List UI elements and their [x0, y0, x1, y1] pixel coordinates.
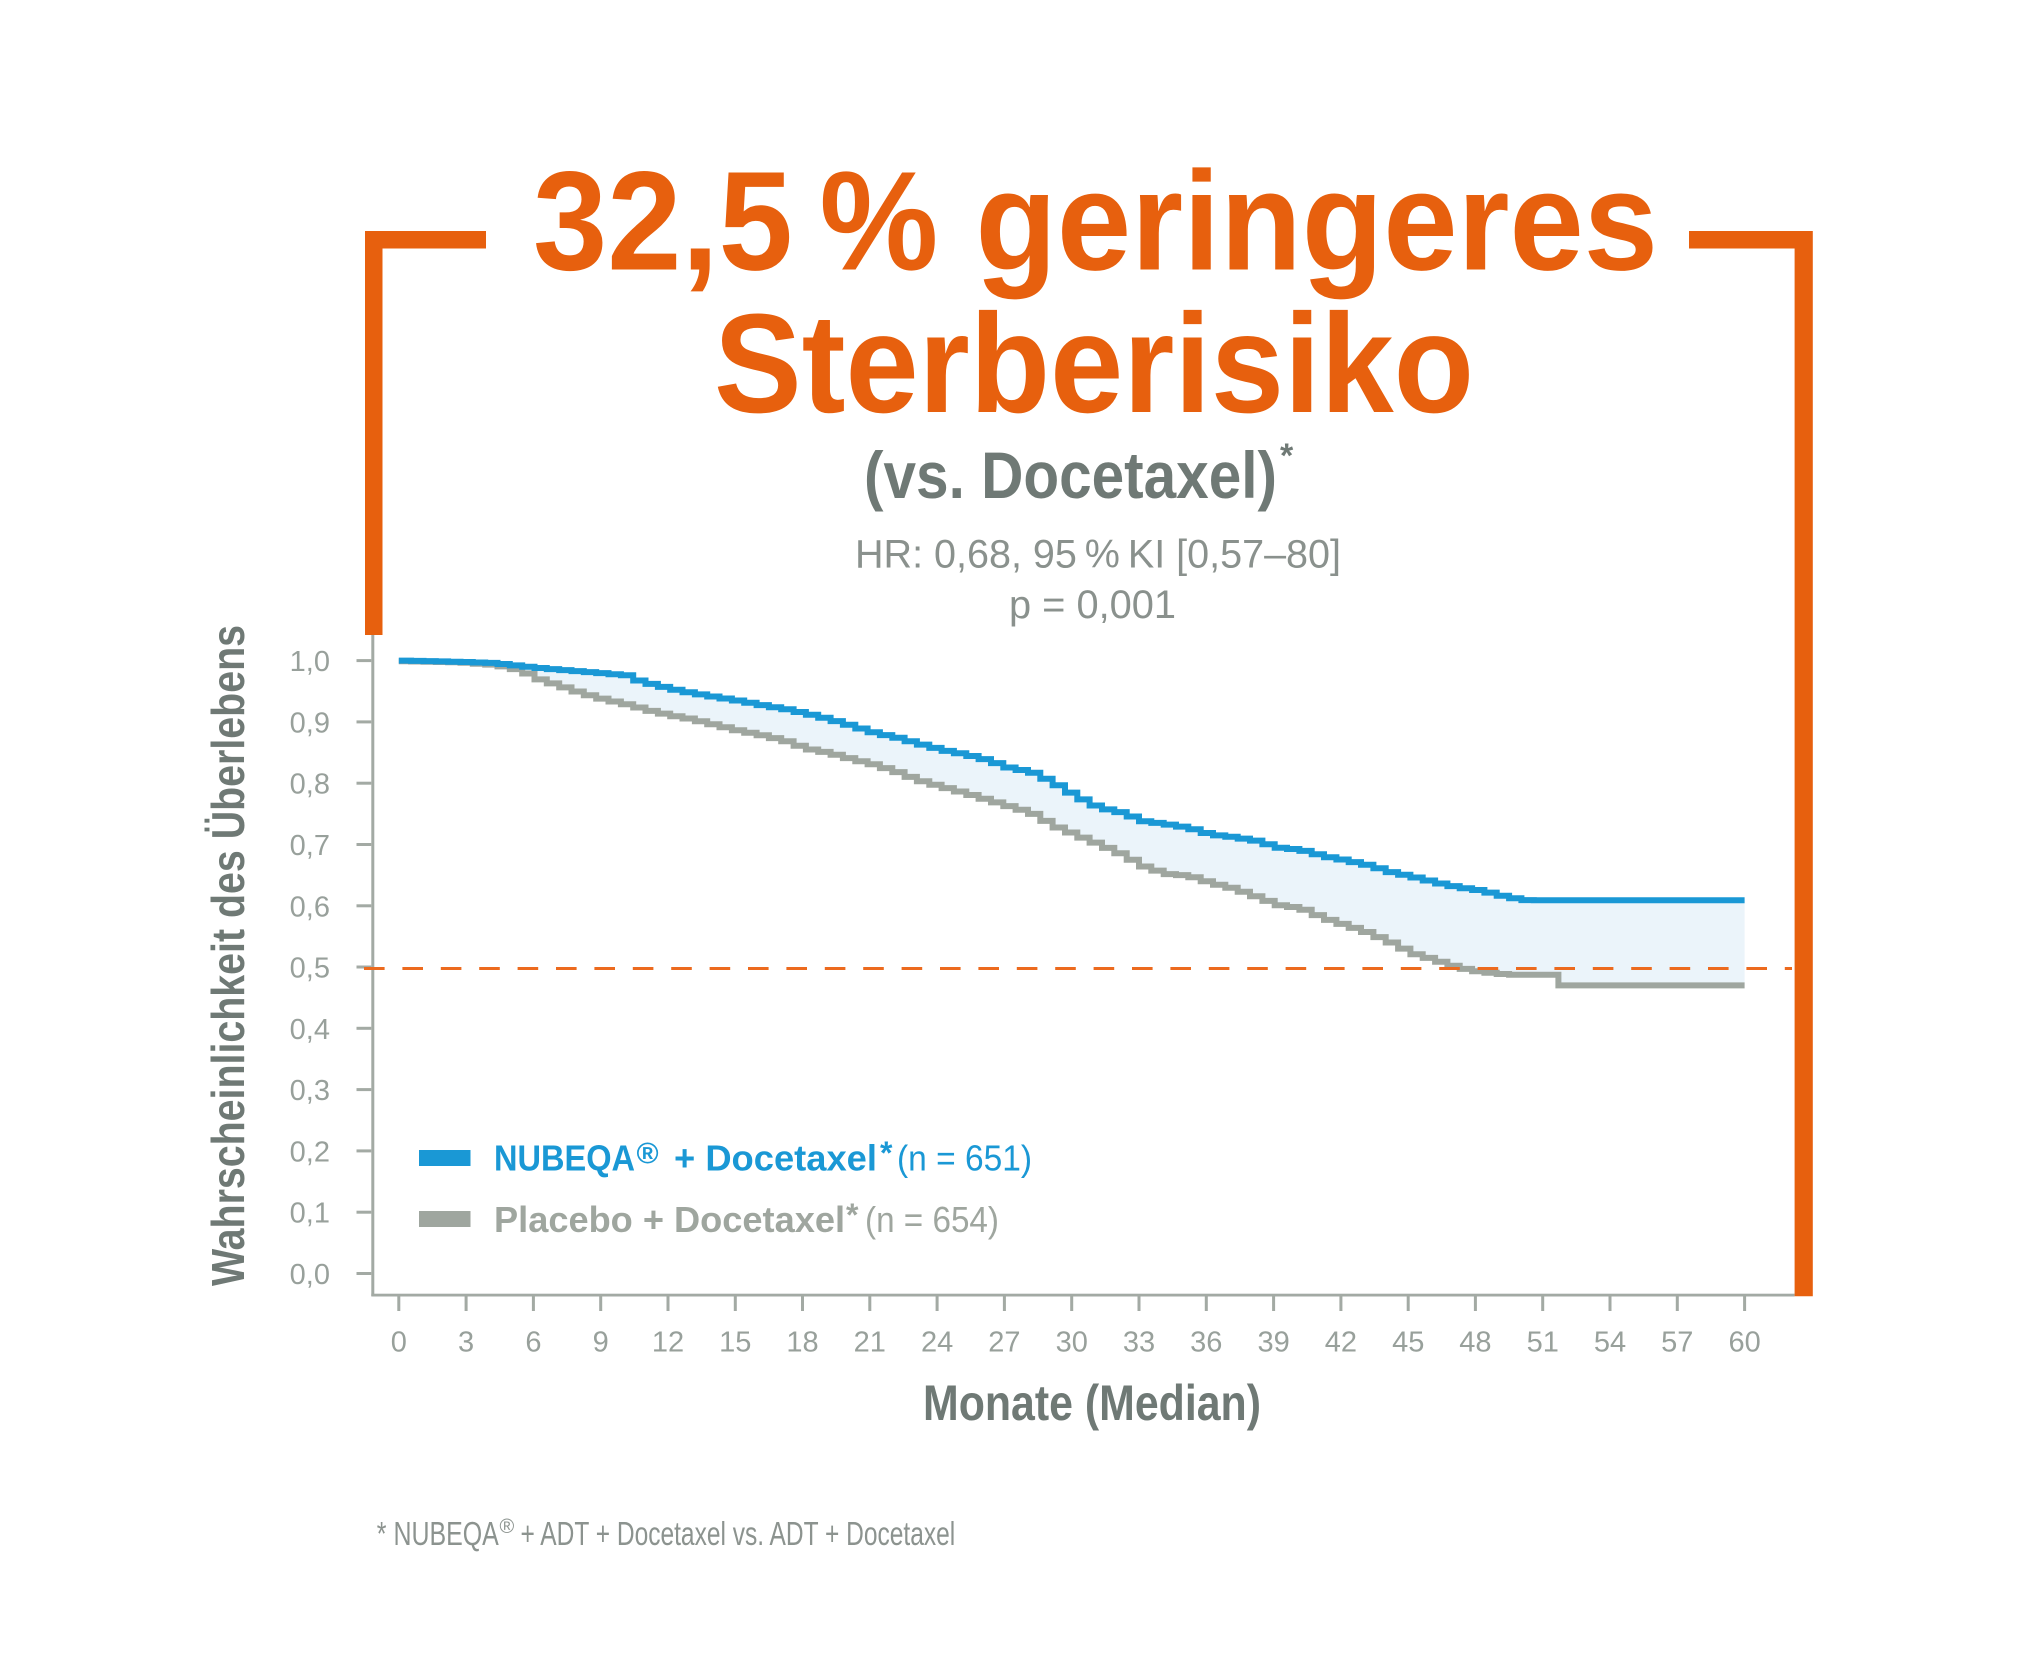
svg-text:*: *: [1280, 437, 1294, 475]
svg-text:12: 12: [652, 1327, 684, 1359]
svg-text:0,0: 0,0: [290, 1259, 330, 1291]
svg-text:3: 3: [458, 1327, 474, 1359]
svg-text:Sterberisiko: Sterberisiko: [714, 284, 1474, 442]
svg-text:* NUBEQA: * NUBEQA: [377, 1515, 499, 1552]
svg-text:(n = 651): (n = 651): [897, 1138, 1032, 1179]
svg-text:21: 21: [854, 1327, 886, 1359]
svg-text:30: 30: [1056, 1327, 1088, 1359]
svg-text:HR: 0,68, 95 % KI [0,57–80]: HR: 0,68, 95 % KI [0,57–80]: [855, 533, 1341, 577]
svg-text:0,3: 0,3: [290, 1075, 330, 1107]
svg-text:32,5 % geringeres: 32,5 % geringeres: [533, 142, 1658, 300]
svg-text:33: 33: [1123, 1327, 1155, 1359]
svg-text:6: 6: [525, 1327, 541, 1359]
svg-text:0: 0: [391, 1327, 407, 1359]
svg-text:Placebo + Docetaxel: Placebo + Docetaxel: [494, 1199, 845, 1240]
svg-text:0,9: 0,9: [290, 707, 330, 739]
svg-text:36: 36: [1190, 1327, 1222, 1359]
svg-text:0,6: 0,6: [290, 891, 330, 923]
svg-text:Monate (Median): Monate (Median): [923, 1375, 1261, 1431]
svg-text:42: 42: [1325, 1327, 1357, 1359]
svg-text:0,1: 0,1: [290, 1198, 330, 1230]
svg-text:9: 9: [593, 1327, 609, 1359]
svg-text:(vs. Docetaxel): (vs. Docetaxel): [864, 438, 1277, 512]
svg-text:0,7: 0,7: [290, 830, 330, 862]
svg-text:*: *: [880, 1135, 893, 1171]
svg-text:0,5: 0,5: [290, 953, 330, 985]
svg-text:18: 18: [786, 1327, 818, 1359]
svg-text:54: 54: [1594, 1327, 1626, 1359]
svg-text:60: 60: [1728, 1327, 1760, 1359]
svg-text:*: *: [846, 1197, 859, 1233]
svg-text:15: 15: [719, 1327, 751, 1359]
svg-text:(n = 654): (n = 654): [865, 1199, 999, 1240]
svg-text:48: 48: [1459, 1327, 1491, 1359]
svg-text:1,0: 1,0: [290, 646, 330, 678]
svg-text:57: 57: [1661, 1327, 1693, 1359]
svg-text:Wahrscheinlichkeit des Überleb: Wahrscheinlichkeit des Überlebens: [202, 625, 254, 1286]
svg-text:45: 45: [1392, 1327, 1424, 1359]
svg-text:®: ®: [500, 1516, 515, 1538]
svg-text:39: 39: [1257, 1327, 1289, 1359]
svg-text:27: 27: [988, 1327, 1020, 1359]
svg-text:p = 0,001: p = 0,001: [1009, 583, 1176, 627]
svg-text:+ ADT + Docetaxel vs. ADT + Do: + ADT + Docetaxel vs. ADT + Docetaxel: [521, 1515, 956, 1552]
svg-text:+ Docetaxel: + Docetaxel: [674, 1138, 877, 1179]
svg-text:51: 51: [1527, 1327, 1559, 1359]
svg-text:24: 24: [921, 1327, 953, 1359]
svg-text:0,2: 0,2: [290, 1136, 330, 1168]
svg-text:®: ®: [637, 1138, 659, 1171]
svg-text:0,4: 0,4: [290, 1014, 330, 1046]
svg-text:NUBEQA: NUBEQA: [494, 1138, 635, 1179]
svg-text:0,8: 0,8: [290, 769, 330, 801]
